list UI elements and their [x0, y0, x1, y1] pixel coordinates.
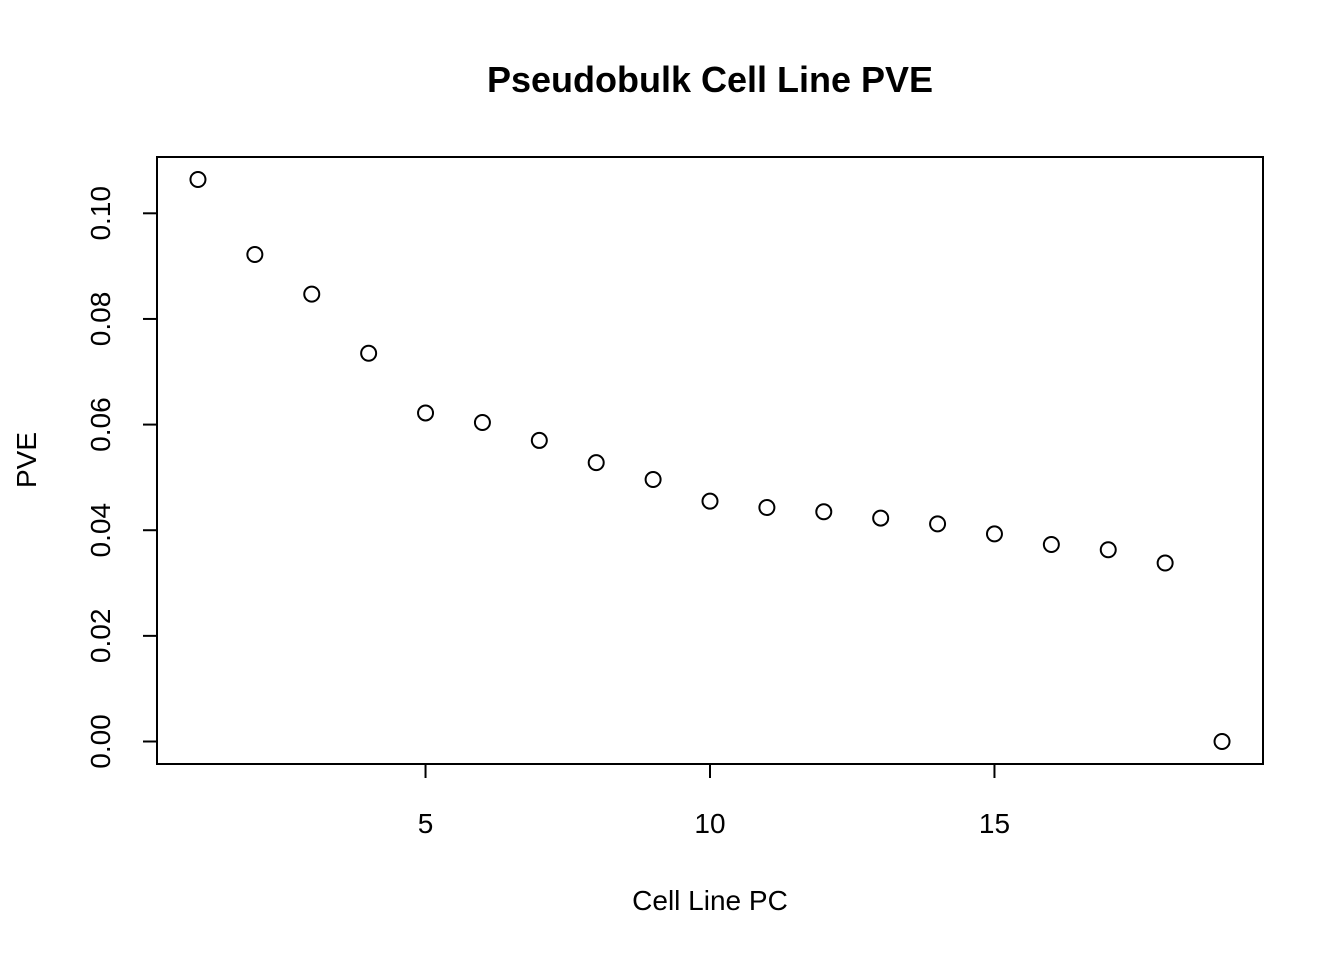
y-tick-label: 0.06	[85, 397, 116, 452]
data-point	[530, 431, 548, 449]
data-point	[303, 285, 321, 303]
data-point	[985, 525, 1003, 543]
data-point	[872, 509, 890, 527]
x-tick-label: 10	[694, 808, 725, 839]
x-axis: 5 10 15	[418, 763, 1010, 839]
data-point	[246, 246, 264, 264]
data-point	[587, 454, 605, 472]
plot-frame	[156, 156, 1264, 765]
y-tick-label: 0.10	[85, 186, 116, 241]
y-tick-label: 0.08	[85, 292, 116, 347]
chart-title: Pseudobulk Cell Line PVE	[487, 59, 933, 100]
data-point	[1042, 535, 1060, 553]
y-tick-label: 0.00	[85, 714, 116, 769]
data-point	[417, 404, 435, 422]
data-point	[1213, 732, 1231, 750]
data-point	[189, 171, 207, 189]
data-point	[701, 492, 719, 510]
data-point	[758, 499, 776, 517]
x-axis-label: Cell Line PC	[632, 885, 788, 916]
data-point	[929, 515, 947, 533]
data-points	[189, 171, 1231, 750]
data-point	[644, 471, 662, 489]
data-point	[1099, 541, 1117, 559]
x-tick-label: 5	[418, 808, 434, 839]
x-tick-label: 15	[979, 808, 1010, 839]
data-point	[815, 503, 833, 521]
data-point	[473, 413, 491, 431]
y-axis: 0.00 0.02 0.04 0.06 0.08 0.10	[85, 186, 158, 769]
y-tick-label: 0.04	[85, 503, 116, 558]
y-tick-label: 0.02	[85, 609, 116, 664]
y-axis-label: PVE	[11, 432, 42, 488]
data-point	[1156, 554, 1174, 572]
data-point	[360, 344, 378, 362]
